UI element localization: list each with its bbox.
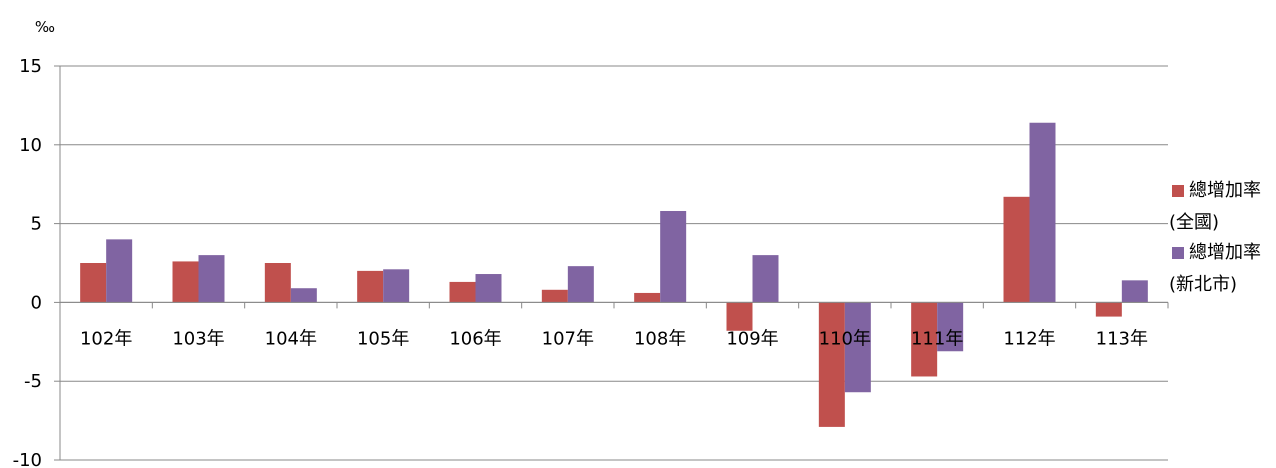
x-category-label: 102年 xyxy=(80,328,132,349)
bar-series-1 xyxy=(726,302,753,331)
x-category-label: 108年 xyxy=(634,328,686,349)
bar-series-1 xyxy=(449,281,476,303)
bars-layer xyxy=(80,122,1148,427)
x-category-label: 107年 xyxy=(542,328,594,349)
bar-series-1 xyxy=(541,289,568,303)
bar-series-1 xyxy=(264,263,291,303)
grid-layer xyxy=(60,65,1168,461)
x-category-label: 113年 xyxy=(1096,328,1148,349)
x-category-label: 111年 xyxy=(911,328,963,349)
x-category-label: 106年 xyxy=(449,328,501,349)
bar-series-2 xyxy=(475,274,502,303)
bar-series-2 xyxy=(844,302,871,393)
bar-series-1 xyxy=(1003,196,1030,303)
bar-series-1 xyxy=(818,302,845,427)
y-tick-label: -10 xyxy=(13,450,42,468)
y-tick-label: 15 xyxy=(19,56,42,77)
bar-series-2 xyxy=(1029,122,1056,303)
x-category-label: 103年 xyxy=(172,328,224,349)
labels-layer: -10 -5 0 5 10 15 102年 103年 104年 105年 106年 107年 108年 1… xyxy=(13,56,1148,468)
bar-series-2 xyxy=(383,269,410,303)
y-tick-label: 10 xyxy=(19,135,42,156)
bar-series-1 xyxy=(80,263,107,303)
bar-series-2 xyxy=(198,255,225,303)
y-unit-label: ‰ xyxy=(35,18,55,36)
legend-swatch-series-1 xyxy=(1172,185,1184,197)
bar-series-2 xyxy=(567,266,594,303)
y-tick-label: 0 xyxy=(31,292,42,313)
bar-series-2 xyxy=(1121,280,1148,303)
bar-series-2 xyxy=(290,288,317,303)
bar-series-2 xyxy=(937,302,964,352)
x-category-label: 105年 xyxy=(357,328,409,349)
legend-swatch-series-2 xyxy=(1172,247,1184,259)
bar-series-1 xyxy=(911,302,938,377)
legend-label-series-2: 總增加率(新北市) xyxy=(1169,242,1261,295)
y-tick-label: 5 xyxy=(31,214,42,235)
y-tick-label: -5 xyxy=(24,371,42,392)
bar-series-2 xyxy=(752,255,779,303)
x-category-label: 109年 xyxy=(726,328,778,349)
axis-layer xyxy=(54,65,1169,461)
x-category-label: 112年 xyxy=(1003,328,1055,349)
x-category-label: 104年 xyxy=(265,328,317,349)
bar-series-2 xyxy=(106,239,133,303)
bar-series-2 xyxy=(660,210,687,303)
bar-series-1 xyxy=(1095,302,1122,317)
bar-series-1 xyxy=(357,270,384,303)
legend-label-series-1: 總增加率(全國) xyxy=(1169,180,1261,233)
bar-series-1 xyxy=(172,261,199,303)
bar-series-1 xyxy=(634,292,661,303)
legend: 總增加率(全國) 總增加率(新北市) xyxy=(1169,180,1261,295)
x-category-label: 110年 xyxy=(819,328,871,349)
